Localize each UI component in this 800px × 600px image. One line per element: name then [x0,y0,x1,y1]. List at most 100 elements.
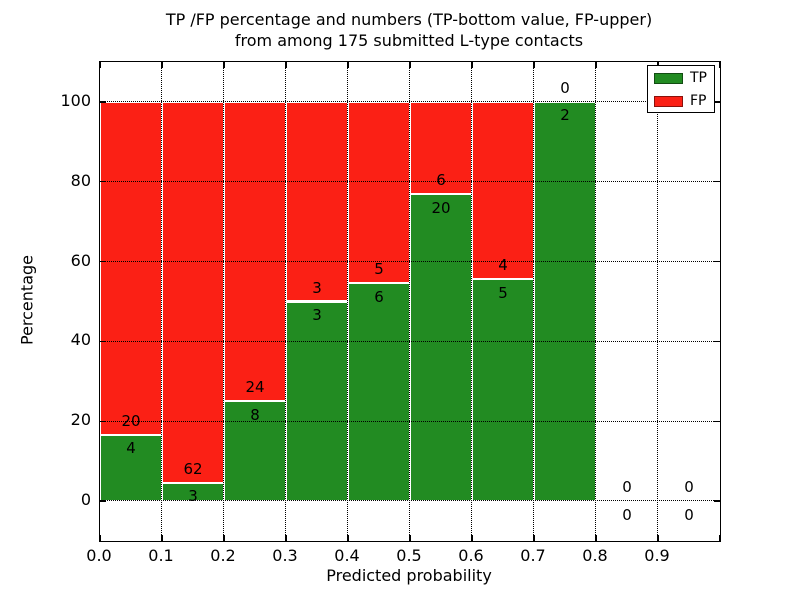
y-tick-mark-right [714,101,720,103]
tp-count-label: 3 [312,306,322,325]
fp-count-label: 5 [374,260,384,279]
legend-entry-fp: FP [648,93,714,110]
x-tick-mark-top [285,62,287,68]
x-axis-label: Predicted probability [326,566,492,585]
x-tick-mark [595,535,597,541]
x-tick-mark [657,535,659,541]
y-tick-mark [100,340,106,342]
fp-count-label: 20 [121,411,141,430]
x-tick-mark-top [595,62,597,68]
chart-title-line2: from among 175 submitted L-type contacts [234,31,584,50]
x-tick-label: 0.1 [148,546,174,565]
fp-bar-segment [162,101,224,483]
y-tick-label: 40 [70,330,91,350]
x-tick-mark [285,535,287,541]
chart-title-line1: TP /FP percentage and numbers (TP-bottom… [165,10,653,29]
fp-bar-segment [286,101,348,302]
x-tick-label: 0.0 [86,546,112,565]
x-tick-label: 0.7 [520,546,546,565]
tp-count-label: 20 [431,198,451,217]
tp-bar-segment [472,279,534,502]
fp-count-label: 3 [312,278,322,297]
x-tick-label: 0.2 [210,546,236,565]
fp-bar-segment [100,101,162,435]
y-tick-label: 60 [70,250,91,270]
tp-bar-segment [410,194,472,502]
tp-bar-segment [348,283,410,502]
plot-area: 20 4 62 3 24 8 3 3 5 6 6 20 4 5 0 2 0 0 0 0 [99,61,721,542]
y-tick-label: 20 [70,410,91,430]
chart-title: TP /FP percentage and numbers (TP-bottom… [99,9,719,51]
legend: TP FP [647,65,715,113]
x-tick-mark-top [719,62,721,68]
x-tick-mark-top [347,62,349,68]
fp-bar-segment [224,101,286,402]
x-tick-mark [409,535,411,541]
tp-count-label: 6 [374,287,384,306]
y-tick-label: 80 [70,170,91,190]
legend-label-tp: TP [690,70,707,86]
x-tick-mark-top [223,62,225,68]
tp-count-label: 5 [498,283,508,302]
tp-count-label: 8 [250,405,260,424]
horizontal-gridline [100,101,720,103]
x-tick-mark [719,535,721,541]
horizontal-gridline [100,420,720,422]
tp-count-label: 4 [126,439,136,458]
fp-bar-segment [348,101,410,284]
x-tick-label: 0.6 [458,546,484,565]
x-tick-mark-top [161,62,163,68]
y-tick-mark-right [714,181,720,183]
x-tick-label: 0.8 [582,546,608,565]
x-tick-mark-top [409,62,411,68]
y-tick-mark-right [714,500,720,502]
y-tick-mark [100,500,106,502]
tp-count-label: 0 [622,505,632,524]
tp-bar-segment [534,101,596,502]
y-tick-mark [100,420,106,422]
y-tick-label: 100 [60,90,91,110]
fp-count-label: 4 [498,256,508,275]
horizontal-gridline [100,260,720,262]
y-tick-mark [100,260,106,263]
fp-count-label: 24 [245,378,265,397]
legend-swatch-tp-icon [654,73,683,84]
y-tick-mark-right [714,420,720,422]
fp-bar-segment [410,101,472,195]
vertical-gridline [409,62,411,541]
y-tick-mark-right [714,340,720,342]
vertical-gridline [533,62,535,541]
x-tick-mark-top [99,62,101,68]
fp-count-label: 62 [183,459,203,478]
y-tick-mark-right [714,260,720,263]
horizontal-gridline [100,340,720,342]
y-tick-mark [100,181,106,183]
vertical-gridline [471,62,473,541]
horizontal-gridline [100,181,720,182]
legend-swatch-fp-icon [654,96,683,107]
y-axis-label: Percentage [17,254,37,346]
fp-count-label: 0 [684,478,694,497]
x-tick-label: 0.5 [396,546,422,565]
vertical-gridline [161,62,163,541]
x-tick-mark-top [471,62,473,68]
vertical-gridline [347,62,349,541]
vertical-gridline [595,62,597,541]
fp-count-label: 6 [436,171,446,190]
vertical-gridline [285,62,287,541]
horizontal-gridline [100,500,720,502]
x-tick-label: 0.4 [334,546,360,565]
fp-count-label: 0 [622,478,632,497]
x-tick-mark [471,535,473,541]
legend-label-fp: FP [690,93,707,109]
y-tick-mark [100,101,106,103]
x-tick-label: 0.9 [644,546,670,565]
x-tick-mark-top [533,62,535,68]
x-tick-label: 0.3 [272,546,298,565]
tp-count-label: 2 [560,106,570,125]
x-tick-mark [161,535,163,541]
x-tick-mark [533,535,535,541]
x-tick-mark [223,535,225,541]
vertical-gridline [223,62,225,541]
